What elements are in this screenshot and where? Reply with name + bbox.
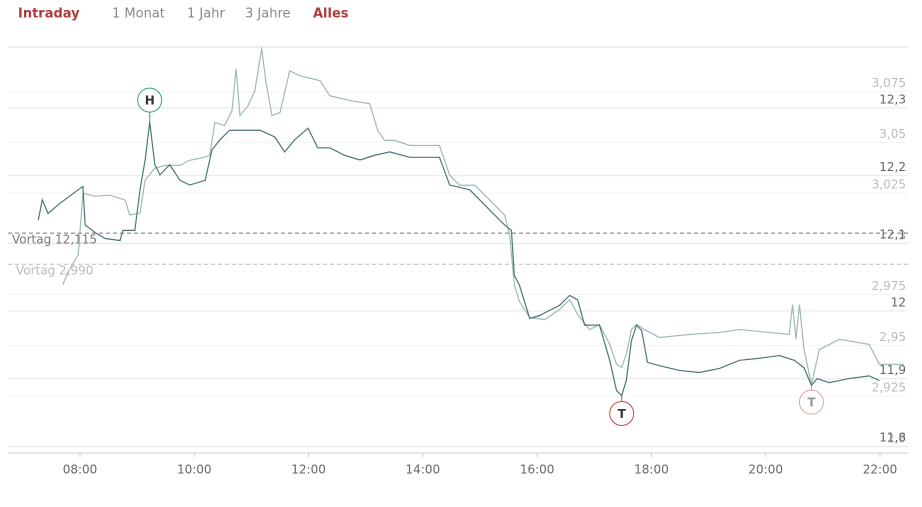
low-marker	[798, 389, 824, 415]
x-tick-label: 22:00	[863, 463, 898, 477]
y2-tick-label: 3	[898, 228, 906, 242]
x-tick-label: 14:00	[406, 463, 441, 477]
y-tick-label: 12,2	[879, 160, 906, 174]
low-marker	[609, 400, 635, 426]
low-marker-label: T	[807, 396, 816, 410]
x-tick-label: 18:00	[634, 463, 669, 477]
tab[interactable]: Alles	[313, 7, 349, 22]
high-marker	[137, 87, 163, 113]
y2-tick-label: 3,075	[872, 76, 906, 90]
y2-tick-label: 3,025	[872, 178, 906, 192]
tab[interactable]: Intraday	[18, 7, 80, 22]
y-tick-label: 11,9	[879, 363, 906, 377]
y-tick-label: 11,8	[879, 431, 906, 445]
high-marker-label: H	[257, 20, 267, 34]
tab[interactable]: 1 Monat	[112, 7, 165, 22]
x-tick-label: 08:00	[63, 463, 98, 477]
y-tick-label: 12,3	[879, 92, 906, 106]
high-marker-label: H	[145, 94, 155, 108]
x-tick-label: 20:00	[748, 463, 783, 477]
plot-area: H T H T	[37, 20, 904, 426]
low-marker-label: T	[618, 407, 627, 421]
y2-tick-label: 2,95	[879, 330, 906, 344]
y-tick-label: 12	[891, 295, 906, 309]
x-tick-label: 12:00	[291, 463, 326, 477]
y2-tick-label: 2,925	[872, 381, 906, 395]
tab[interactable]: 1 Jahr	[187, 7, 225, 22]
y2-tick-label: 2,9	[887, 431, 906, 445]
tab[interactable]: 3 Jahre	[245, 7, 291, 22]
reference-label: Vortag 12,115	[12, 233, 97, 247]
y-tick-label: 12,1	[879, 228, 906, 242]
y2-tick-label: 3,05	[879, 127, 906, 141]
price-line	[62, 48, 904, 385]
price-line	[37, 122, 880, 397]
y2-tick-label: 2,975	[872, 279, 906, 293]
x-tick-label: 16:00	[520, 463, 555, 477]
reference-label: Vortag 2,990	[16, 264, 93, 278]
x-tick-label: 10:00	[177, 463, 212, 477]
